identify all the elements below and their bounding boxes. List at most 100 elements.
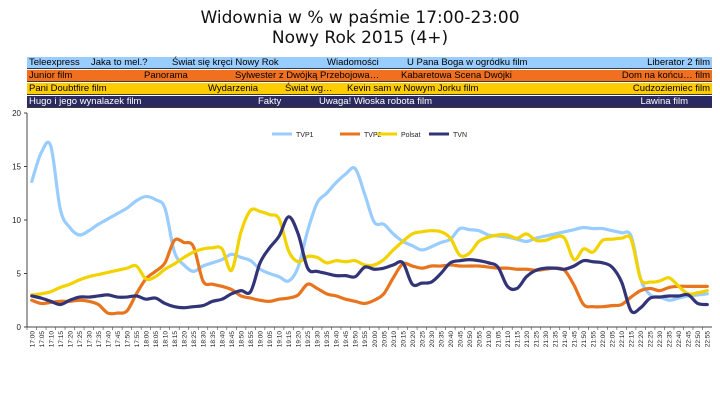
x-tick-label: 19:30 <box>315 331 322 348</box>
x-tick-label: 20:10 <box>391 331 398 348</box>
program-label: Sylwester z Dwójką Przebojowa… <box>235 70 380 81</box>
program-label: U Pana Boga w ogródku film <box>407 57 528 68</box>
x-tick-label: 17:40 <box>105 331 112 348</box>
chart-title-line-2: Nowy Rok 2015 (4+) <box>271 28 449 48</box>
series-line-tvp2 <box>30 237 709 316</box>
x-tick-label: 20:45 <box>457 331 464 348</box>
x-tick-label: 18:55 <box>248 331 255 348</box>
program-label: Cudzoziemiec film <box>632 83 710 94</box>
program-label: Hugo i jego wynalazek film <box>29 96 142 107</box>
x-tick-label: 21:55 <box>591 331 598 348</box>
x-tick-label: 20:30 <box>429 331 436 348</box>
x-tick-label: 19:45 <box>343 331 350 348</box>
x-tick-label: 22:40 <box>676 331 683 348</box>
x-tick-label: 21:00 <box>486 331 493 348</box>
x-tick-label: 18:35 <box>210 331 217 348</box>
x-tick-label: 22:50 <box>695 331 702 348</box>
x-tick-label: 17:50 <box>124 331 131 348</box>
x-tick-label: 19:50 <box>353 331 360 348</box>
x-tick-label: 17:20 <box>67 331 74 348</box>
x-tick-label: 17:25 <box>77 331 84 348</box>
x-tick-label: 22:10 <box>619 331 626 348</box>
legend-label: Polsat <box>401 132 421 139</box>
x-tick-label: 17:15 <box>58 331 65 348</box>
x-tick-label: 20:05 <box>381 331 388 348</box>
chart-title-line-1: Widownia w % w paśmie 17:00-23:00 <box>200 8 520 28</box>
x-tick-label: 20:50 <box>467 331 474 348</box>
schedule-band-polsat: Pani Doubtfire film Wydarzenia Świat wg…… <box>27 83 712 95</box>
x-tick-label: 22:55 <box>705 331 712 348</box>
x-tick-label: 18:50 <box>239 331 246 348</box>
chart-title: Widownia w % w paśmie 17:00-23:00 Nowy R… <box>0 8 720 48</box>
series-line-tvp1 <box>30 140 709 302</box>
program-label: Lawina film <box>640 96 688 107</box>
x-tick-label: 22:30 <box>657 331 664 348</box>
x-tick-label: 19:05 <box>267 331 274 348</box>
x-tick-label: 18:15 <box>172 331 179 348</box>
x-tick-label: 18:00 <box>143 331 150 348</box>
x-tick-label: 20:40 <box>448 331 455 348</box>
x-tick-label: 21:30 <box>543 331 550 348</box>
x-tick-label: 19:20 <box>296 331 303 348</box>
x-tick-label: 20:00 <box>372 331 379 348</box>
x-tick-label: 18:40 <box>220 331 227 348</box>
x-tick-label: 20:35 <box>438 331 445 348</box>
x-tick-label: 19:55 <box>362 331 369 348</box>
x-tick-label: 17:35 <box>96 331 103 348</box>
y-tick-label: 10 <box>12 216 21 225</box>
program-label: Świat wg… <box>285 83 333 94</box>
x-tick-label: 22:20 <box>638 331 645 348</box>
x-tick-label: 17:05 <box>39 331 46 348</box>
x-tick-label: 22:00 <box>600 331 607 348</box>
program-label: Wydarzenia <box>208 83 259 94</box>
x-tick-label: 22:45 <box>686 331 693 348</box>
y-tick-label: 20 <box>12 109 21 118</box>
x-tick-label: 21:50 <box>581 331 588 348</box>
x-tick-label: 21:05 <box>495 331 502 348</box>
program-label: Junior film <box>29 70 73 81</box>
x-tick-label: 17:55 <box>134 331 141 348</box>
x-tick-label: 19:15 <box>286 331 293 348</box>
x-tick-label: 18:05 <box>153 331 160 348</box>
x-tick-label: 18:10 <box>162 331 169 348</box>
x-tick-label: 21:15 <box>514 331 521 348</box>
x-tick-label: 21:10 <box>505 331 512 348</box>
x-tick-label: 18:20 <box>181 331 188 348</box>
program-label: Jaka to mel.? <box>91 57 148 68</box>
legend-label: TVP1 <box>296 132 314 139</box>
y-tick-label: 0 <box>17 323 22 332</box>
x-tick-label: 18:30 <box>201 331 208 348</box>
x-tick-label: 22:25 <box>648 331 655 348</box>
program-label: Wiadomości <box>327 57 379 68</box>
schedule-band-tvp1: Teleexpress Jaka to mel.? Świat się kręc… <box>27 57 712 69</box>
x-tick-label: 19:35 <box>324 331 331 348</box>
x-tick-label: 19:40 <box>334 331 341 348</box>
x-tick-label: 19:25 <box>305 331 312 348</box>
program-label: Dom na końcu… film <box>621 70 710 81</box>
x-tick-label: 21:25 <box>533 331 540 348</box>
program-label: Teleexpress <box>29 57 80 68</box>
y-tick-label: 15 <box>12 163 21 172</box>
program-label: Panorama <box>144 70 188 81</box>
x-tick-label: 21:40 <box>562 331 569 348</box>
legend-label: TVP2 <box>364 132 382 139</box>
x-tick-label: 20:15 <box>400 331 407 348</box>
x-tick-label: 21:20 <box>524 331 531 348</box>
y-tick-label: 5 <box>17 270 22 279</box>
x-tick-label: 20:55 <box>476 331 483 348</box>
program-label: Kevin sam w Nowym Jorku film <box>347 83 479 94</box>
x-tick-label: 19:10 <box>277 331 284 348</box>
series-line-polsat <box>30 207 709 297</box>
x-tick-label: 18:25 <box>191 331 198 348</box>
program-label: Liberator 2 film <box>647 57 710 68</box>
x-tick-label: 21:35 <box>553 331 560 348</box>
x-tick-label: 17:10 <box>48 331 55 348</box>
x-tick-label: 22:15 <box>629 331 636 348</box>
x-tick-label: 17:00 <box>29 331 36 348</box>
x-tick-label: 17:45 <box>115 331 122 348</box>
program-label: Świat się kręci Nowy Rok <box>172 57 279 68</box>
x-tick-label: 22:05 <box>610 331 617 348</box>
x-tick-label: 20:25 <box>419 331 426 348</box>
legend-label: TVN <box>453 132 467 139</box>
